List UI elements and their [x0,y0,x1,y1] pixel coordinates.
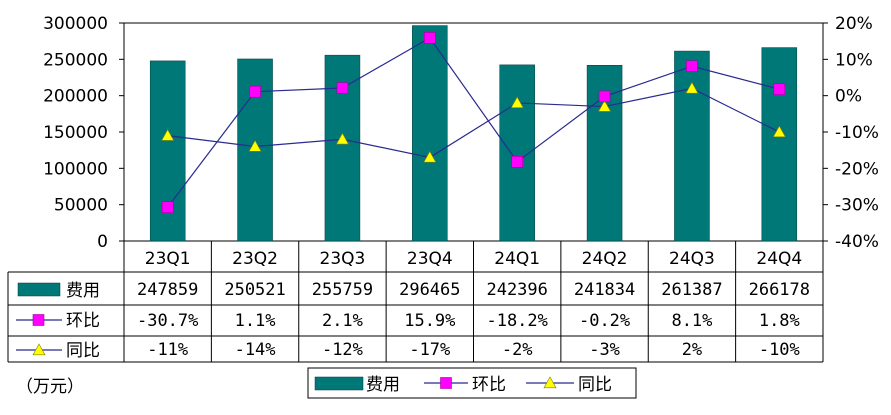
x-tick-label: 24Q1 [494,249,540,269]
x-tick-label: 24Q2 [582,249,628,269]
qoq-point [511,155,523,168]
data-label: -10% [759,340,800,360]
data-label: 261387 [661,280,722,300]
legend-label: 环比 [66,311,100,331]
y-tick-label: 150000 [43,123,108,143]
qoq-point [686,60,698,73]
data-label: 242396 [486,280,547,300]
y-tick-label: 100000 [43,159,108,179]
qoq-point [773,83,786,95]
y-tick-label: 300000 [43,14,108,34]
data-label: 250521 [224,280,285,300]
legend-key-qoq [440,377,452,389]
legend-key-bar [314,376,364,391]
data-label: 8.1% [671,311,712,331]
y-tick-label: 250000 [43,50,108,70]
yoy-point [772,125,786,138]
y2-tick-label: -10% [835,123,879,143]
data-label: -18.2% [486,311,547,331]
yoy-point [510,96,524,109]
bar-24q4 [761,47,798,242]
data-label: 2.1% [322,311,363,331]
legend-label: 同比 [66,341,100,361]
bar-23q4 [412,25,448,242]
x-tick-label: 23Q4 [407,249,453,269]
yoy-point [598,99,612,112]
data-label: -12% [322,340,363,360]
data-label: -3% [589,340,620,360]
x-tick-label: 23Q1 [145,249,191,269]
data-label: 1.1% [235,311,276,331]
yoy-point [335,132,349,145]
yoy-point [161,129,175,141]
y2-tick-label: 10% [835,50,873,70]
data-label: -11% [147,340,188,360]
data-label: 296465 [399,280,460,300]
data-label: -2% [502,340,533,360]
data-label: 241834 [574,280,635,300]
data-label: -30.7% [137,311,198,331]
legend-key-bar [17,282,61,297]
y2-tick-label: 20% [835,14,873,34]
yoy-point [423,150,437,163]
qoq-point [336,82,349,94]
legend-label: 费用 [66,281,100,301]
y-tick-label: 200000 [43,87,108,107]
y-tick-label: 50000 [54,196,108,216]
qoq-point [249,85,261,98]
legend-key-yoy [32,343,46,356]
legend-label: 环比 [472,375,506,395]
data-label: -17% [409,340,450,360]
yoy-line [167,87,780,159]
y2-tick-label: -20% [835,159,879,179]
qoq-point [161,201,174,214]
legend-label: 费用 [366,375,400,395]
data-label: -14% [235,340,276,360]
data-label: 266178 [749,280,810,300]
yoy-point [685,81,699,94]
qoq-point [424,32,436,44]
data-label: 1.8% [759,311,800,331]
data-label: 2% [682,340,702,360]
x-tick-label: 23Q2 [232,249,278,269]
y2-tick-label: -40% [835,232,879,252]
x-tick-label: 24Q3 [669,249,715,269]
bar-24q3 [674,50,710,242]
legend-label: 同比 [578,375,612,395]
bar-23q1 [149,60,186,242]
data-label: 15.9% [404,311,455,331]
y-tick-label: 0 [97,232,108,252]
qoq-point [598,90,611,103]
yoy-point [248,139,262,152]
y2-tick-label: -30% [835,196,879,216]
legend-key-yoy [543,376,557,389]
legend-key-qoq [32,314,45,326]
data-label: -0.2% [579,311,630,331]
x-tick-label: 24Q4 [756,249,802,269]
data-label: 255759 [312,280,373,300]
unit-label: （万元） [16,377,84,397]
x-tick-label: 23Q3 [320,249,366,269]
qoq-line [167,37,780,208]
y2-tick-label: 0% [835,87,862,107]
data-label: 247859 [137,280,198,300]
plot-area [123,22,824,242]
